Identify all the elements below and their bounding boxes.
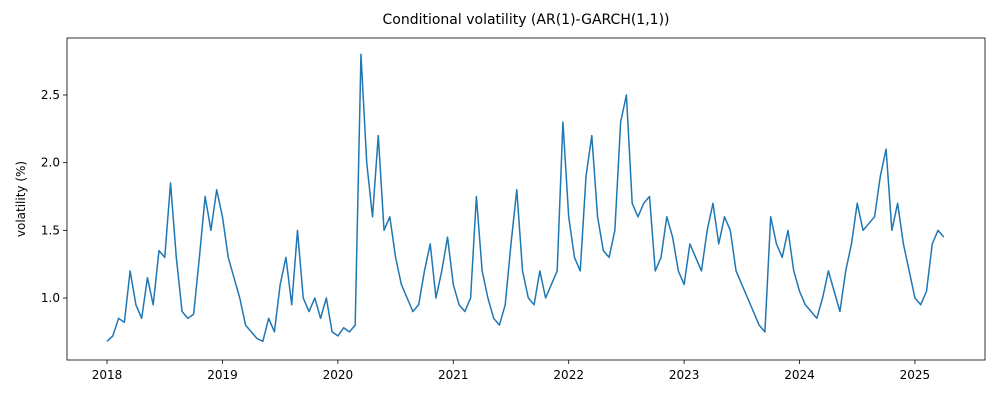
y-tick-label: 2.0 (41, 156, 60, 170)
y-axis-label: volatility (%) (14, 161, 28, 237)
volatility-line (106, 53, 945, 343)
y-tick-label: 1.0 (41, 291, 60, 305)
x-tick-label: 2022 (553, 368, 584, 382)
y-tick-label: 2.5 (41, 88, 60, 102)
chart-title: Conditional volatility (AR(1)-GARCH(1,1)… (383, 12, 670, 28)
x-tick-label: 2018 (92, 368, 123, 382)
x-tick-label: 2021 (438, 368, 469, 382)
plot-frame (66, 37, 986, 361)
x-tick-label: 2025 (900, 368, 931, 382)
y-tick-label: 1.5 (41, 223, 60, 237)
x-tick-label: 2020 (323, 368, 354, 382)
x-tick-label: 2023 (669, 368, 700, 382)
x-tick-label: 2024 (784, 368, 815, 382)
x-tick-label: 2019 (207, 368, 238, 382)
